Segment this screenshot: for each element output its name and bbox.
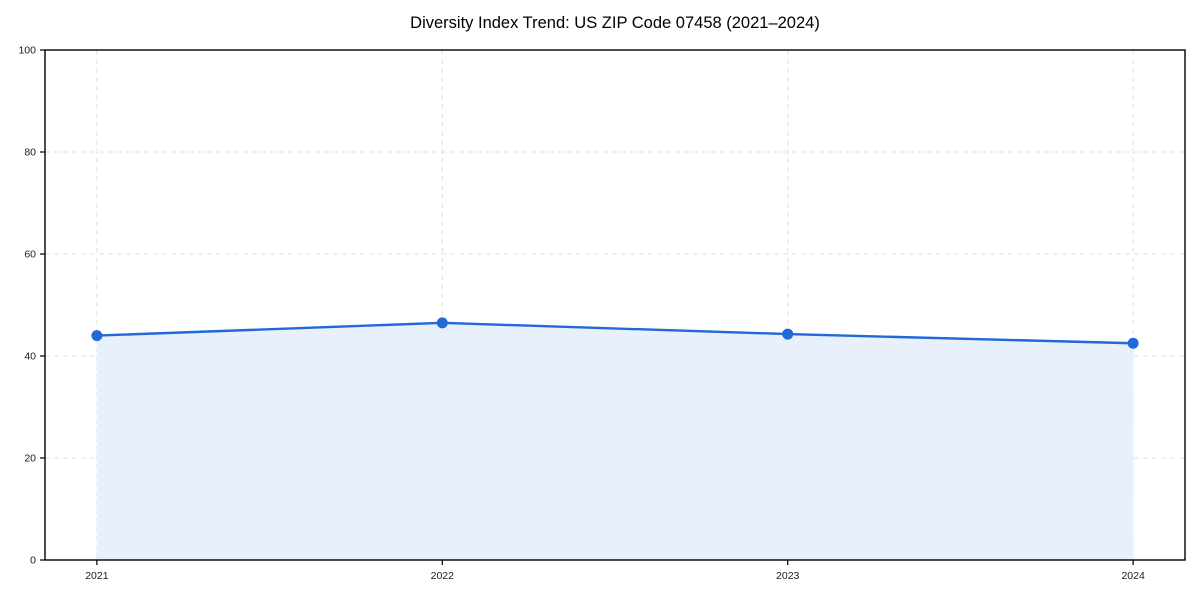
y-tick-label: 0	[30, 555, 36, 567]
y-tick-label: 40	[24, 351, 36, 363]
x-tick-label: 2022	[431, 570, 455, 582]
y-tick-label: 100	[18, 45, 36, 57]
data-point-marker	[1127, 337, 1139, 349]
x-tick-label: 2023	[776, 570, 800, 582]
data-point-marker	[436, 317, 448, 329]
x-tick-label: 2024	[1121, 570, 1145, 582]
data-point-marker	[91, 330, 103, 342]
y-tick-label: 20	[24, 453, 36, 465]
y-tick-label: 80	[24, 147, 36, 159]
x-tick-label: 2021	[85, 570, 109, 582]
chart-title: Diversity Index Trend: US ZIP Code 07458…	[410, 14, 820, 32]
data-point-marker	[782, 328, 794, 340]
axes-spines	[44, 49, 1186, 561]
trend-line	[95, 321, 1135, 345]
area-fill	[96, 322, 1134, 560]
y-tick-label: 60	[24, 249, 36, 261]
